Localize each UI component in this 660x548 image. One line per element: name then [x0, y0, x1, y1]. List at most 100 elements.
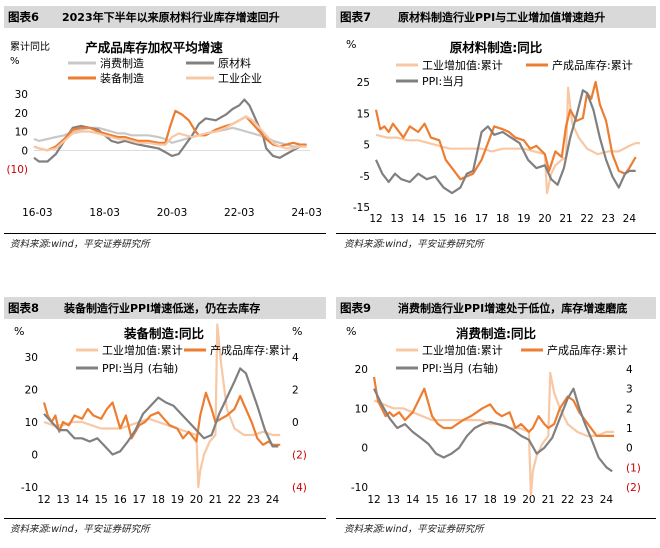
y2-tick-label: 0 [626, 443, 633, 455]
x-tick-label: 19 [503, 494, 516, 506]
fig9-source-note: 资料来源:wind，平安证券研究所 [344, 524, 484, 535]
y2-tick-label: (1) [626, 462, 641, 474]
y-tick-label: 20 [15, 108, 28, 120]
y-tick-label: 30 [15, 89, 28, 101]
x-tick-label: 13 [390, 213, 403, 225]
x-tick-label: 12 [367, 494, 380, 506]
chart-title: 原材料制造:同比 [450, 40, 543, 55]
legend-label-1: 工业增加值:累计 [422, 58, 503, 72]
legend-label-1: 工业增加值:累计 [422, 343, 503, 357]
y-tick-label: 30 [25, 352, 38, 364]
x-tick-label: 16-03 [22, 207, 53, 219]
series-line-4 [33, 115, 307, 152]
y2-tick-label: 1 [626, 423, 633, 435]
y-axis-label: % [346, 325, 356, 338]
x-tick-label: 12 [369, 213, 382, 225]
x-tick-label: 21 [559, 213, 572, 225]
y2-tick-label: 2 [292, 385, 299, 397]
legend-label-1: 消费制造 [100, 56, 144, 70]
y-tick-label: 0 [31, 450, 38, 462]
series-line-3 [374, 89, 636, 195]
y-axis-label: % [346, 38, 356, 51]
fig7-header: 图表7 原材料制造行业PPI与工业增加值增速趋升 [336, 6, 656, 28]
fig6-label: 图表6 [8, 10, 40, 24]
legend-label-2: 产成品库存:累计 [547, 343, 628, 357]
x-tick-label: 24-03 [291, 207, 322, 219]
y2-tick-label: (4) [292, 482, 307, 494]
fig7-title: 原材料制造行业PPI与工业增加值增速趋升 [398, 11, 606, 24]
fig7-label: 图表7 [340, 10, 372, 24]
y2-tick-label: 4 [626, 364, 633, 376]
y2-tick-label: 2 [626, 403, 633, 415]
y2-tick-label: (2) [292, 450, 307, 462]
fig8-title: 装备制造行业PPI增速低迷，仍在去库存 [64, 302, 261, 315]
x-tick-label: 19 [171, 494, 184, 506]
fig8-header: 图表8 装备制造行业PPI增速低迷，仍在去库存 [4, 297, 326, 319]
y-axis-label-line1: 累计同比 [10, 40, 50, 53]
x-tick-label: 17 [133, 494, 146, 506]
y-tick-label: 20 [355, 364, 368, 376]
x-tick-label: 23 [580, 494, 593, 506]
x-tick-label: 15 [433, 213, 446, 225]
x-tick-label: 18 [496, 213, 509, 225]
x-tick-label: 14 [75, 494, 89, 506]
x-tick-label: 21 [542, 494, 555, 506]
fig9-title: 消费制造行业PPI增速处于低位，库存增速磨底 [398, 302, 628, 315]
fig6-header: 图表6 2023年下半年以来原材料行业库存增速回升 [4, 6, 326, 28]
fig7-source-note: 资料来源:wind，平安证券研究所 [344, 239, 484, 250]
series-line-2 [42, 391, 281, 446]
chart-title: 消费制造:同比 [456, 326, 536, 341]
y-tick-label: 20 [25, 385, 38, 397]
series-line-3 [373, 387, 613, 473]
fig6-source-note: 资料来源:wind，平安证券研究所 [10, 239, 150, 250]
fig8-source-rule [4, 518, 326, 519]
fig9-source-rule [336, 518, 656, 519]
fig9-header: 图表9 消费制造行业PPI增速处于低位，库存增速磨底 [336, 297, 656, 319]
y-tick-label: -10 [21, 482, 38, 494]
y-tick-label: (10) [6, 164, 28, 176]
series-line-1 [43, 323, 281, 489]
x-tick-label: 18 [484, 494, 497, 506]
x-tick-label: 18 [152, 494, 165, 506]
series-line-2 [33, 98, 307, 163]
chart-title: 装备制造:同比 [123, 326, 204, 341]
x-tick-label: 21 [209, 494, 222, 506]
x-tick-label: 22 [580, 213, 593, 225]
legend-label-3: PPI:当月 [422, 74, 464, 88]
legend-label-4: 工业企业 [218, 71, 262, 85]
legend-label-1: 工业增加值:累计 [102, 343, 183, 357]
series-line-1 [373, 371, 615, 496]
y-tick-label: 10 [355, 403, 368, 415]
y-tick-label: 5 [363, 140, 370, 152]
fig7-source-rule [336, 233, 656, 234]
y2-tick-label: 0 [292, 417, 299, 429]
x-tick-label: 12 [37, 494, 50, 506]
chart-title: 产成品库存加权平均增速 [85, 40, 223, 55]
x-tick-label: 22 [228, 494, 241, 506]
x-tick-label: 13 [56, 494, 69, 506]
y2-tick-label: 3 [626, 384, 633, 396]
legend-label-3: 装备制造 [100, 71, 144, 85]
y2-axis-label: % [292, 325, 302, 338]
y-tick-label: 10 [15, 127, 28, 139]
series-line-2 [372, 376, 615, 438]
x-tick-label: 16 [445, 494, 459, 506]
x-tick-label: 23 [602, 213, 615, 225]
fig6-title: 2023年下半年以来原材料行业库存增速回升 [62, 11, 280, 24]
x-tick-label: 20 [538, 213, 551, 225]
fig8-label: 图表8 [8, 301, 40, 315]
legend-label-2: 产成品库存:累计 [552, 58, 633, 72]
x-tick-label: 16 [454, 213, 468, 225]
series-line-3 [43, 367, 279, 456]
x-tick-label: 16 [114, 494, 128, 506]
x-tick-label: 22 [561, 494, 574, 506]
x-tick-label: 15 [94, 494, 107, 506]
fig6-source-rule [4, 233, 326, 234]
y-tick-label: 0 [361, 443, 368, 455]
x-tick-label: 24 [623, 213, 637, 225]
legend-label-3: PPI:当月 (右轴) [102, 361, 178, 375]
fig7-chart: 原材料制造:同比% -15 -5 5 15 25 12 13 14 15 16 17 18 19 20 21 2… [346, 38, 640, 225]
x-tick-label: 13 [387, 494, 400, 506]
